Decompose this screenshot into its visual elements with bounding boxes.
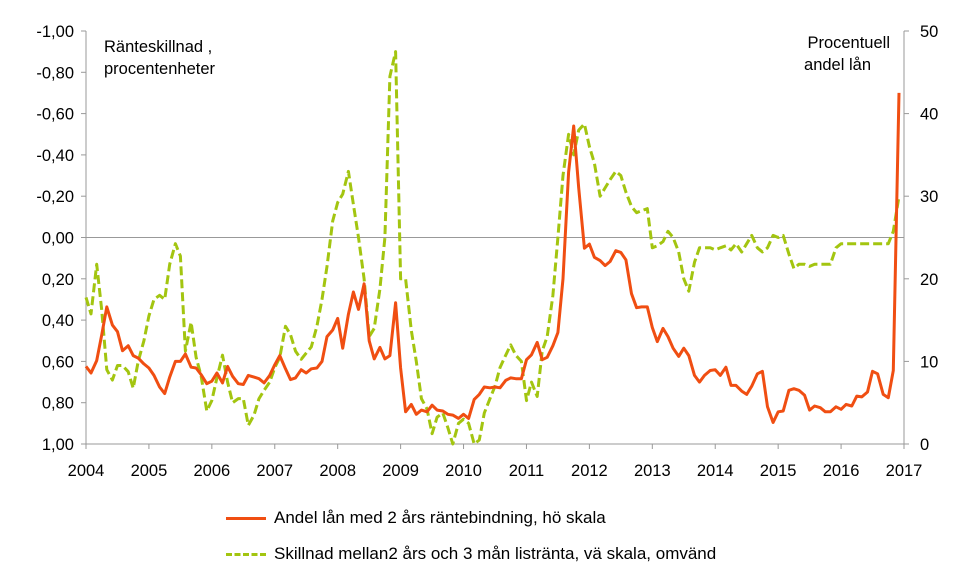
left-tick-label: -1,00: [36, 23, 74, 41]
chart: -1,00 -0,80 -0,60 -0,40 -0,20 0,00 0,20 0,40 0,6…: [36, 23, 938, 480]
x-tick-label: 2006: [193, 462, 230, 480]
legend-item-rate-spread: Skillnad mellan2 års och 3 mån listränta…: [226, 536, 716, 572]
right-axis-title-line-2: andel lån: [804, 56, 871, 74]
left-axis-title-line-1: Ränteskillnad ,: [104, 38, 212, 56]
x-tick-label: 2004: [68, 462, 105, 480]
series-line-loan-share: [84, 92, 901, 424]
left-tick-label: 0,00: [42, 230, 74, 248]
right-tick-label: 10: [920, 353, 938, 371]
left-tick-label: 0,40: [42, 312, 74, 330]
left-axis-title-line-2: procentenheter: [104, 60, 216, 78]
legend-swatch-dashed: [226, 552, 266, 556]
x-tick-label: 2009: [382, 462, 419, 480]
right-tick-label: 20: [920, 271, 938, 289]
left-tick-label: -0,80: [36, 64, 74, 82]
left-tick-label: 1,00: [42, 436, 74, 454]
legend-label-loan-share: Andel lån med 2 års räntebindning, hö sk…: [274, 508, 606, 527]
x-tick-label: 2011: [509, 462, 544, 480]
left-tick-label: -0,40: [36, 147, 74, 165]
x-tick-label: 2010: [445, 462, 482, 480]
left-tick-label: -0,20: [36, 188, 74, 206]
plot-frame: [81, 30, 909, 449]
left-tick-label: 0,60: [42, 353, 74, 371]
right-tick-label: 30: [920, 188, 938, 206]
x-tick-label: 2014: [697, 462, 734, 480]
right-tick-label: 0: [920, 436, 929, 454]
legend-item-loan-share: Andel lån med 2 års räntebindning, hö sk…: [226, 500, 716, 536]
right-axis-title-line-1: Procentuell: [807, 34, 890, 52]
left-tick-label: 0,20: [42, 271, 74, 289]
x-tick-label: 2007: [256, 462, 293, 480]
legend-label-rate-spread: Skillnad mellan2 års och 3 mån listränta…: [274, 544, 717, 563]
x-tick-label: 2015: [760, 462, 797, 480]
x-tick-label: 2008: [319, 462, 356, 480]
x-tick-label: 2017: [886, 462, 923, 480]
left-tick-label: -0,60: [36, 106, 74, 124]
legend-swatch-solid: [226, 516, 266, 520]
x-tick-label: 2016: [823, 462, 860, 480]
legend: Andel lån med 2 års räntebindning, hö sk…: [226, 500, 716, 572]
right-tick-label: 40: [920, 106, 938, 124]
series-line-rate-spread: [84, 50, 901, 446]
tick-labels: -1,00 -0,80 -0,60 -0,40 -0,20 0,00 0,20 0,40 0,6…: [36, 23, 938, 480]
x-tick-label: 2012: [571, 462, 608, 480]
x-tick-label: 2005: [131, 462, 168, 480]
series-layer: [84, 50, 901, 446]
left-tick-label: 0,80: [42, 395, 74, 413]
right-tick-label: 50: [920, 23, 938, 41]
x-tick-label: 2013: [634, 462, 671, 480]
